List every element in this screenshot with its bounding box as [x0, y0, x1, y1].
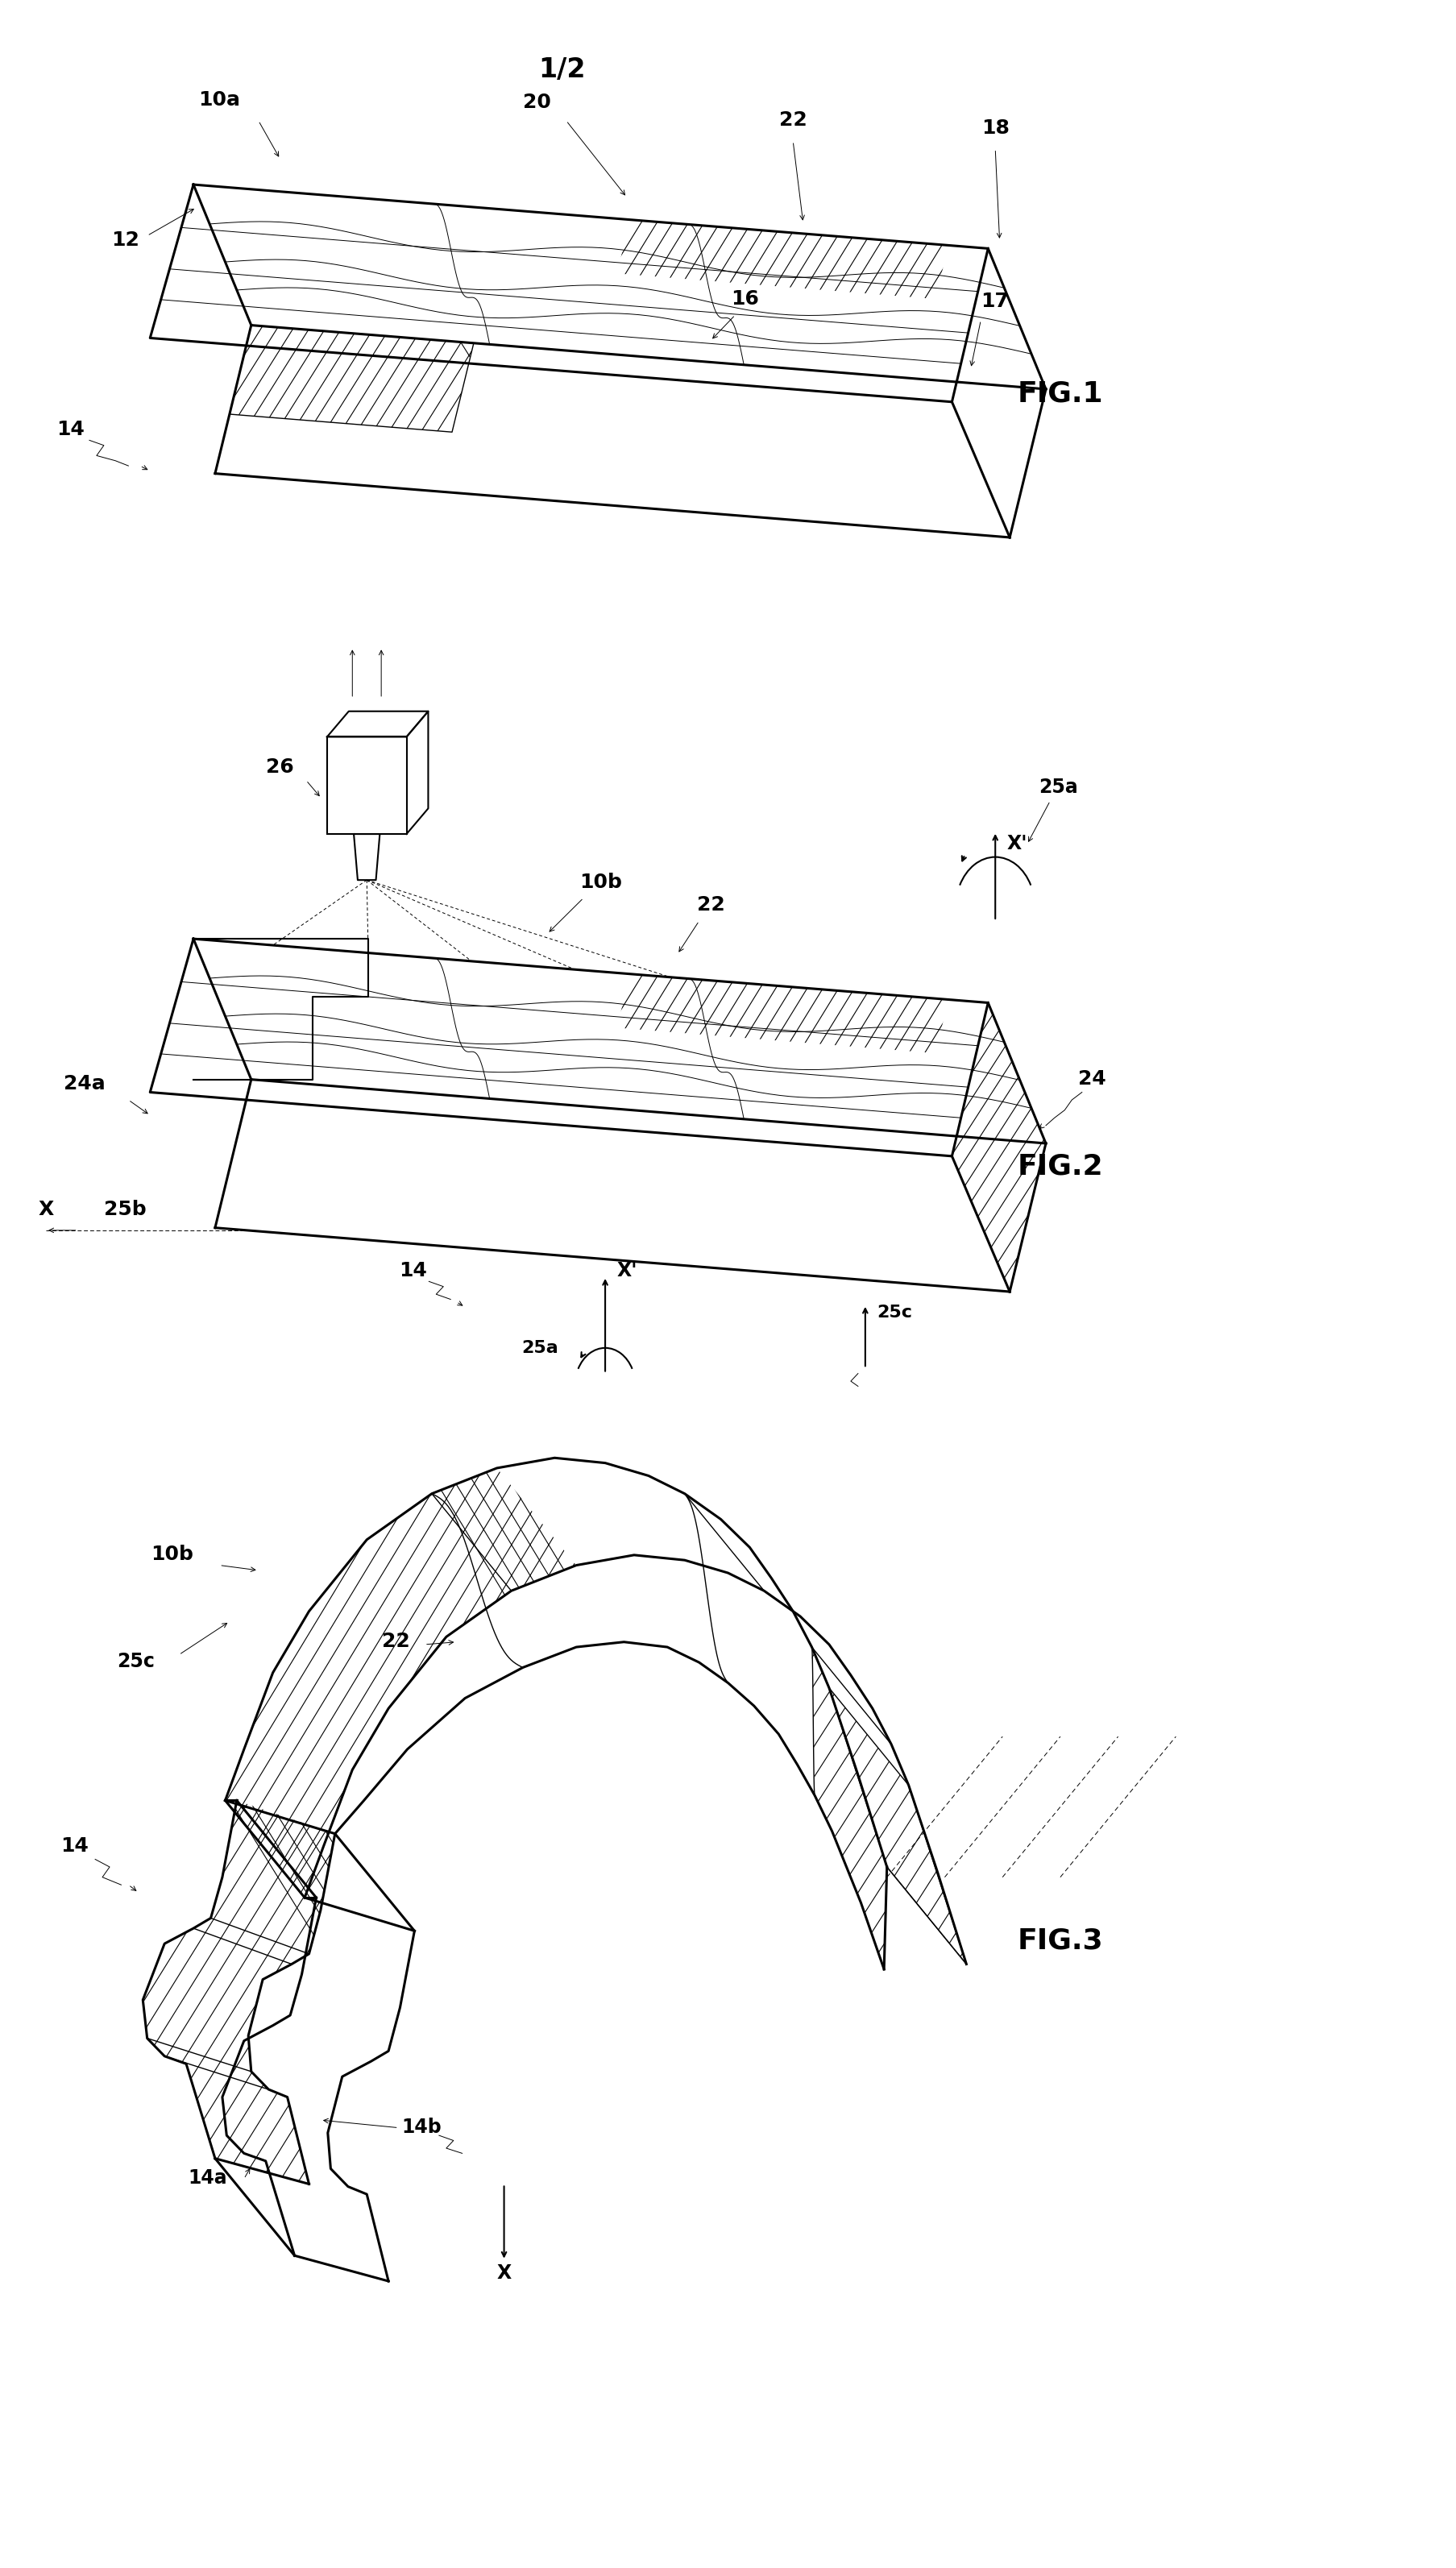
Text: 14: 14 — [61, 1836, 89, 1857]
Text: FIG.1: FIG.1 — [1018, 380, 1104, 408]
Text: 24: 24 — [1077, 1068, 1107, 1089]
Text: 14: 14 — [57, 419, 84, 439]
Text: 24a: 24a — [64, 1073, 105, 1094]
Text: 12: 12 — [112, 231, 140, 249]
Text: X': X' — [617, 1261, 638, 1281]
Text: 22: 22 — [779, 110, 807, 131]
Text: X: X — [496, 2262, 511, 2283]
Text: 16: 16 — [731, 290, 760, 308]
Text: 25c: 25c — [116, 1651, 154, 1672]
Text: 14a: 14a — [188, 2170, 227, 2188]
Text: FIG.3: FIG.3 — [1018, 1926, 1104, 1954]
Text: 25a: 25a — [521, 1340, 558, 1356]
Text: 25b: 25b — [103, 1199, 146, 1220]
Text: FIG.2: FIG.2 — [1018, 1153, 1104, 1179]
Text: 10b: 10b — [579, 873, 622, 891]
Text: X: X — [38, 1199, 54, 1220]
Text: 25c: 25c — [877, 1305, 913, 1320]
Text: 10b: 10b — [150, 1546, 194, 1564]
Text: 1/2: 1/2 — [539, 56, 585, 82]
Text: 14: 14 — [399, 1261, 427, 1281]
Text: 14b: 14b — [402, 2119, 441, 2137]
Text: 26: 26 — [266, 758, 294, 776]
Text: X': X' — [1008, 835, 1028, 853]
Text: 10a: 10a — [198, 90, 240, 110]
Text: 17: 17 — [981, 293, 1009, 311]
Text: 22: 22 — [381, 1631, 409, 1651]
Text: 25a: 25a — [1038, 778, 1077, 796]
Text: 20: 20 — [523, 92, 552, 113]
Text: 22: 22 — [696, 896, 725, 914]
Bar — [328, 737, 406, 835]
Text: 18: 18 — [981, 118, 1009, 139]
